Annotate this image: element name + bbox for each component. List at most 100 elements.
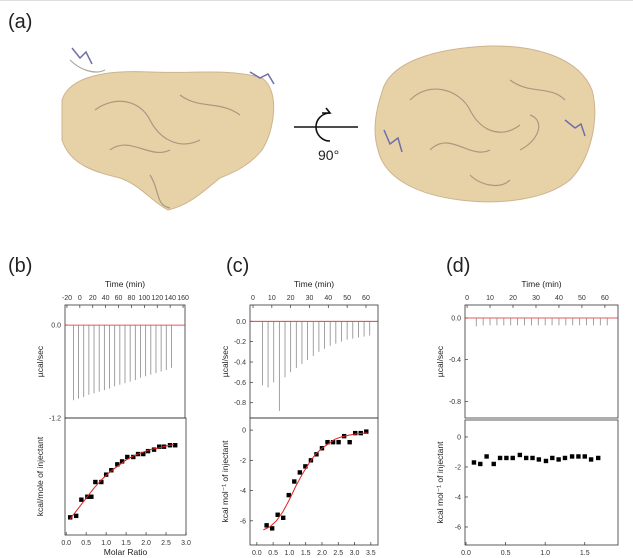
plot-frame xyxy=(65,418,186,535)
data-point xyxy=(511,456,515,460)
x-tick-label: 80 xyxy=(128,295,136,302)
data-point xyxy=(504,456,508,460)
x-tick-label: 20 xyxy=(89,295,97,302)
y-axis-title: µcal/sec xyxy=(435,345,445,377)
x-tick-label: 3.0 xyxy=(181,540,191,547)
x-tick-label: 0.0 xyxy=(461,550,471,557)
x-tick-label: 0 xyxy=(465,295,469,302)
x-tick-label: 40 xyxy=(555,295,563,302)
x-tick-label: 2.5 xyxy=(333,550,343,557)
y-tick-label: -4 xyxy=(240,488,246,495)
data-point xyxy=(173,443,177,447)
panel-label: (b) xyxy=(8,255,32,277)
x-tick-label: 160 xyxy=(177,295,189,302)
structure-right xyxy=(375,46,595,202)
x-tick-label: 60 xyxy=(601,295,609,302)
x-tick-label: 0 xyxy=(251,295,255,302)
data-point xyxy=(498,456,502,460)
y-tick-label: -1.2 xyxy=(49,416,61,423)
x-tick-label: 140 xyxy=(164,295,176,302)
x-tick-label: 60 xyxy=(115,295,123,302)
y-tick-label: -0.2 xyxy=(234,339,246,346)
y-tick-label: -0.8 xyxy=(234,400,246,407)
x-tick-label: 10 xyxy=(486,295,494,302)
x-tick-label: 30 xyxy=(306,295,314,302)
structure-left xyxy=(62,48,274,210)
y-tick-label: 0 xyxy=(457,434,461,441)
x-tick-label: 1.5 xyxy=(301,550,311,557)
x-tick-label: 40 xyxy=(102,295,110,302)
data-point xyxy=(347,440,351,444)
y-tick-label: 0.0 xyxy=(451,316,461,323)
data-point xyxy=(492,462,496,466)
plot-frame xyxy=(465,305,618,418)
data-point xyxy=(563,456,567,460)
x-tick-label: 0.0 xyxy=(252,550,262,557)
y-tick-label: -2 xyxy=(240,458,246,465)
data-point xyxy=(583,454,587,458)
y-axis-title: µcal/sec xyxy=(35,345,45,377)
data-point xyxy=(530,456,534,460)
x-tick-label: 1.0 xyxy=(285,550,295,557)
data-point xyxy=(484,454,488,458)
y-tick-label: -0.4 xyxy=(449,357,461,364)
y-axis-title: kcal mol⁻¹ of injectant xyxy=(220,440,230,523)
panel-label: (a) xyxy=(8,11,32,33)
x-tick-label: 40 xyxy=(324,295,332,302)
data-point xyxy=(336,440,340,444)
data-point xyxy=(556,457,560,461)
x-tick-label: 0.0 xyxy=(61,540,71,547)
data-point xyxy=(570,454,574,458)
y-tick-label: 0 xyxy=(242,428,246,435)
fit-curve xyxy=(70,444,174,518)
data-point xyxy=(537,457,541,461)
x-tick-label: 0 xyxy=(78,295,82,302)
x-tick-label: 50 xyxy=(343,295,351,302)
data-point xyxy=(478,462,482,466)
data-point xyxy=(89,495,93,499)
x-tick-label: 0.5 xyxy=(81,540,91,547)
data-point xyxy=(544,459,548,463)
y-tick-label: -6 xyxy=(455,524,461,531)
x-tick-label: 0.5 xyxy=(268,550,278,557)
data-point xyxy=(550,456,554,460)
data-point xyxy=(292,479,296,483)
y-tick-label: -0.6 xyxy=(234,380,246,387)
rotation-label: 90° xyxy=(318,147,339,163)
x-tick-label: -20 xyxy=(62,295,72,302)
x-tick-label: 2.0 xyxy=(141,540,151,547)
y-tick-label: 0.0 xyxy=(236,319,246,326)
panel-label: (d) xyxy=(446,255,470,277)
data-point xyxy=(576,454,580,458)
data-point xyxy=(596,456,600,460)
x-tick-label: 20 xyxy=(287,295,295,302)
x-tick-label: 0.5 xyxy=(501,550,511,557)
data-point xyxy=(281,516,285,520)
x-tick-label: 2.0 xyxy=(317,550,327,557)
data-point xyxy=(264,523,268,527)
x-tick-label: 30 xyxy=(532,295,540,302)
x-tick-label: 1.5 xyxy=(580,550,590,557)
y-tick-label: -0.4 xyxy=(234,360,246,367)
x-tick-label: 120 xyxy=(151,295,163,302)
y-axis-title: µcal/sec xyxy=(220,345,230,377)
y-axis-title: kcal/mole of injectant xyxy=(35,436,45,516)
data-point xyxy=(589,457,593,461)
x-axis-title: Time (min) xyxy=(105,279,145,289)
y-axis-title: kcal mol⁻¹ of injectant xyxy=(435,441,445,524)
y-tick-label: -6 xyxy=(240,518,246,525)
y-tick-label: -4 xyxy=(455,494,461,501)
data-point xyxy=(518,453,522,457)
page: {"panel_labels": ["(a)", "(b)", "(c)", "… xyxy=(0,0,633,558)
y-tick-label: 0.0 xyxy=(51,323,61,330)
x-axis-title: Time (min) xyxy=(294,279,334,289)
x-tick-label: 50 xyxy=(578,295,586,302)
x-tick-label: 1.0 xyxy=(540,550,550,557)
x-tick-label: 20 xyxy=(509,295,517,302)
x-tick-label: 1.0 xyxy=(101,540,111,547)
figure: (a) 90° (b) (c) (d) -2002040608010012014… xyxy=(0,0,633,558)
x-tick-label: 2.5 xyxy=(161,540,171,547)
panel-label: (c) xyxy=(226,255,249,277)
data-point xyxy=(298,470,302,474)
rotation-symbol xyxy=(294,108,358,141)
